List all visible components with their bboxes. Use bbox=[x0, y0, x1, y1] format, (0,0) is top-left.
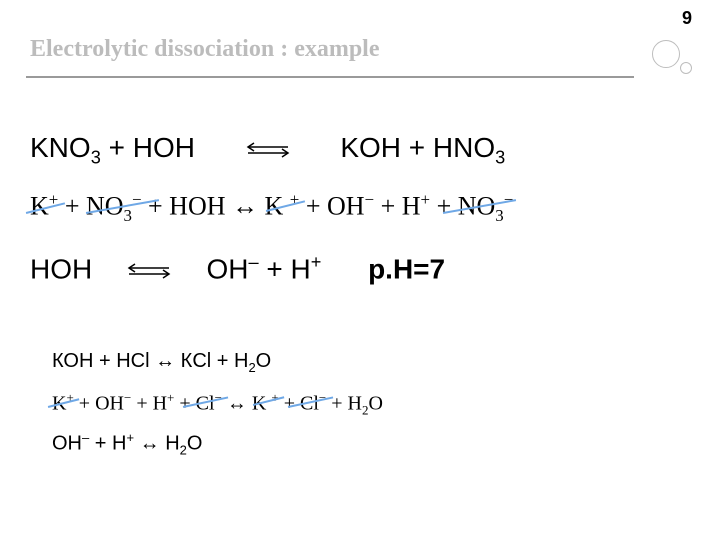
eq1-sub2: 3 bbox=[495, 148, 505, 168]
eq3-sup1: – bbox=[248, 252, 258, 272]
eq3-sup2: + bbox=[311, 252, 322, 272]
equation-4: КОН + HCl ↔ КCl + H2O bbox=[52, 350, 271, 375]
eq2-t3: + HOH ↔ K bbox=[148, 192, 283, 221]
eq4-text: КОН + HCl ↔ КCl + H bbox=[52, 350, 248, 372]
eq5-t2: + OH bbox=[79, 393, 124, 415]
eq1-right1: KOH bbox=[340, 132, 401, 163]
eq2-sup2: − bbox=[132, 190, 142, 209]
eq6-t3: ↔ H bbox=[140, 433, 180, 455]
eq3-t2: OH bbox=[206, 253, 248, 284]
slide-title: Electrolytic dissociation : example bbox=[30, 36, 380, 63]
eq5-t8: O bbox=[368, 393, 382, 415]
eq6-sub1: 2 bbox=[180, 443, 187, 458]
eq3-t3: + H bbox=[266, 253, 310, 284]
eq5-sup3: + bbox=[167, 390, 174, 405]
eq2-t5: + H bbox=[381, 192, 421, 221]
double-arrow-icon bbox=[123, 263, 175, 279]
equation-3: HOH OH– + H+ p.H=7 bbox=[30, 252, 445, 285]
eq5-t3: + H bbox=[136, 393, 167, 415]
eq1-left: KNO bbox=[30, 132, 91, 163]
eq3-t1: HOH bbox=[30, 253, 92, 284]
eq4-tail: O bbox=[256, 350, 272, 372]
double-arrow-icon bbox=[242, 142, 294, 158]
equation-2: K+ + NO3− + HOH ↔ K + + OH− + H+ + NO3− bbox=[30, 190, 513, 226]
eq1-plus2: + HNO bbox=[401, 132, 495, 163]
eq1-sub1: 3 bbox=[91, 148, 101, 168]
eq3-ph: p.H=7 bbox=[368, 253, 445, 284]
eq6-t4: O bbox=[187, 433, 203, 455]
equation-1: KNO3 + HOH KOH + HNO3 bbox=[30, 132, 505, 169]
eq5-sup2: − bbox=[124, 390, 131, 405]
eq2-t4: + OH bbox=[306, 192, 365, 221]
eq4-sub: 2 bbox=[248, 360, 255, 375]
eq2-sub2: 3 bbox=[495, 206, 503, 225]
eq6-sup1: – bbox=[82, 430, 89, 445]
eq6-sup2: + bbox=[126, 430, 134, 445]
eq1-plus1: + HOH bbox=[101, 132, 195, 163]
eq5-t7: + H bbox=[331, 393, 362, 415]
page-number: 9 bbox=[682, 8, 692, 29]
eq2-sup4: − bbox=[365, 190, 375, 209]
eq6-t2: + H bbox=[95, 433, 127, 455]
eq2-t6: + NO bbox=[437, 192, 496, 221]
eq2-sup5: + bbox=[421, 190, 431, 209]
eq5-sup1: + bbox=[66, 390, 73, 405]
eq2-sup3: + bbox=[290, 190, 300, 209]
eq2-sub1: 3 bbox=[124, 206, 132, 225]
equation-5: K+ + OH− + H+ + Cl− ↔ K + + Cl− + H2O bbox=[52, 390, 383, 419]
equation-6: OH– + H+ ↔ H2O bbox=[52, 430, 202, 458]
title-underline bbox=[26, 76, 634, 78]
eq6-t1: OH bbox=[52, 433, 82, 455]
